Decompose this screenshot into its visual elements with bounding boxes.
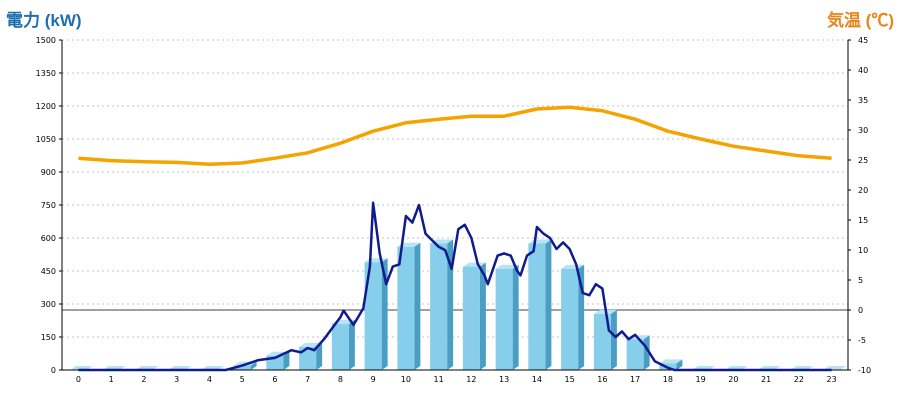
- x-tick-label: 15: [565, 375, 575, 384]
- bar-top: [462, 262, 486, 267]
- temperature-line: [78, 105, 832, 166]
- bar-side: [512, 264, 519, 370]
- right-tick-label: 15: [858, 216, 868, 225]
- x-tick-label: 19: [696, 375, 706, 384]
- left-tick-label: 1350: [36, 69, 56, 78]
- right-axis-title: 気温 (℃): [826, 11, 894, 30]
- x-tick-label: 22: [794, 375, 804, 384]
- right-tick-label: -10: [858, 366, 871, 375]
- x-tick-label: 14: [532, 375, 542, 384]
- left-tick-label: 150: [41, 333, 56, 342]
- right-tick-label: 20: [858, 186, 868, 195]
- left-axis-title: 電力 (kW): [6, 11, 82, 30]
- x-tick-label: 10: [401, 375, 411, 384]
- right-tick-label: 5: [858, 276, 863, 285]
- left-tick-label: 750: [41, 201, 56, 210]
- x-tick-label: 11: [434, 375, 444, 384]
- bar-side: [610, 309, 617, 370]
- x-tick-label: 12: [466, 375, 476, 384]
- power-bar: [462, 266, 480, 370]
- x-tick-label: 4: [207, 375, 212, 384]
- bar-side: [676, 359, 683, 370]
- x-tick-label: 13: [499, 375, 509, 384]
- right-tick-label: 25: [858, 156, 868, 165]
- bar-side: [545, 239, 552, 370]
- x-tick-label: 1: [109, 375, 114, 384]
- x-tick-label: 20: [728, 375, 738, 384]
- left-tick-label: 1500: [36, 36, 56, 45]
- power-bar: [233, 365, 251, 370]
- x-tick-label: 21: [761, 375, 771, 384]
- right-tick-label: 45: [858, 36, 868, 45]
- bar-side: [447, 239, 454, 370]
- bar-side: [348, 319, 355, 370]
- power-bar: [299, 346, 317, 370]
- x-tick-label: 5: [240, 375, 245, 384]
- x-tick-label: 0: [76, 375, 81, 384]
- left-tick-label: 300: [41, 300, 56, 309]
- x-tick-label: 6: [272, 375, 277, 384]
- x-tick-label: 9: [371, 375, 376, 384]
- right-tick-label: 40: [858, 66, 868, 75]
- power-bar: [561, 268, 579, 370]
- right-tick-label: 30: [858, 126, 868, 135]
- power-bar: [331, 323, 349, 370]
- power-bar: [397, 246, 415, 370]
- left-tick-label: 0: [51, 366, 56, 375]
- power-bar: [528, 243, 546, 370]
- power-bar: [495, 268, 513, 370]
- x-tick-label: 23: [827, 375, 837, 384]
- bar-side: [643, 335, 650, 370]
- power-bar: [593, 313, 611, 370]
- bar-side: [316, 342, 323, 370]
- x-tick-label: 18: [663, 375, 673, 384]
- bar-top: [659, 359, 683, 364]
- left-tick-label: 600: [41, 234, 56, 243]
- right-tick-label: 35: [858, 96, 868, 105]
- bar-side: [283, 351, 290, 370]
- x-tick-label: 7: [305, 375, 310, 384]
- power-bar: [626, 339, 644, 370]
- left-tick-label: 450: [41, 267, 56, 276]
- right-tick-label: -5: [858, 336, 866, 345]
- x-tick-label: 3: [174, 375, 179, 384]
- x-tick-label: 8: [338, 375, 343, 384]
- power-line: [78, 201, 832, 372]
- right-tick-label: 10: [858, 246, 868, 255]
- x-tick-label: 2: [141, 375, 146, 384]
- bar-top: [561, 264, 585, 269]
- power-bar: [364, 262, 382, 370]
- right-tick-label: 0: [858, 306, 863, 315]
- left-tick-label: 1200: [36, 102, 56, 111]
- bar-side: [381, 258, 388, 370]
- x-tick-label: 17: [630, 375, 640, 384]
- bar-top: [495, 264, 519, 269]
- bar-side: [479, 262, 486, 370]
- power-bar: [430, 243, 448, 370]
- x-tick-label: 16: [597, 375, 607, 384]
- bar-side: [414, 242, 421, 370]
- bar-side: [250, 361, 257, 370]
- left-tick-label: 900: [41, 168, 56, 177]
- left-tick-label: 1050: [36, 135, 56, 144]
